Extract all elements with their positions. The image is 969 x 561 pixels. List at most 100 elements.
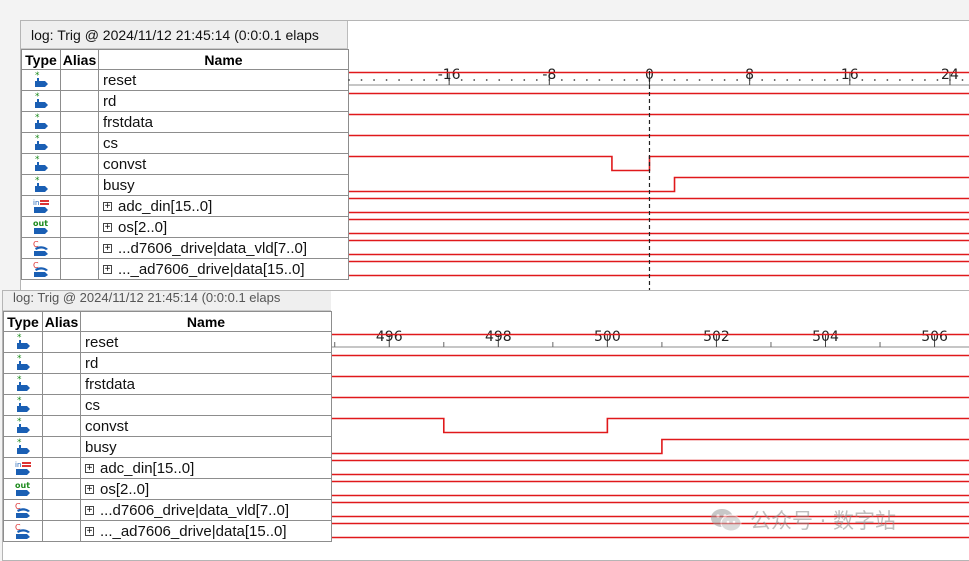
ruler-minor-tick (836, 79, 839, 81)
alias-cell (42, 352, 81, 374)
node-type-cell: * (3, 373, 43, 395)
ruler-minor-tick (898, 79, 901, 81)
signal-waveform (332, 417, 969, 434)
ruler-minor-tick (573, 79, 576, 81)
signal-name-cell[interactable]: rd (98, 90, 349, 112)
expand-bus-icon[interactable]: + (103, 201, 112, 213)
signal-name-cell[interactable]: reset (98, 69, 349, 91)
signal-row[interactable]: * reset (21, 69, 349, 91)
signal-name-cell[interactable]: frstdata (80, 373, 332, 395)
input-pin-icon: * (14, 438, 32, 456)
signal-row[interactable]: * convst (21, 153, 349, 175)
signal-name-cell[interactable]: convst (98, 153, 349, 175)
signal-name: convst (85, 417, 129, 435)
node-type-cell: C (21, 237, 61, 259)
expand-bus-icon[interactable]: + (103, 222, 112, 234)
signal-waveform (349, 176, 969, 193)
signal-name: busy (103, 176, 135, 194)
signal-name-cell[interactable]: cs (98, 132, 349, 154)
ruler-minor-tick (460, 79, 463, 81)
signal-row[interactable]: * frstdata (3, 373, 332, 395)
alias-cell (42, 457, 81, 479)
waveform-display[interactable]: -16-8081624 (348, 49, 969, 297)
time-tick-label: 496 (376, 329, 403, 345)
ruler-minor-tick (473, 79, 476, 81)
node-type-cell: in (3, 457, 43, 479)
signal-row[interactable]: * busy (21, 174, 349, 196)
signal-name-cell[interactable]: cs (80, 394, 332, 416)
signal-row[interactable]: * cs (21, 132, 349, 154)
output-bus-icon: out (32, 218, 50, 236)
signal-row[interactable]: * rd (3, 352, 332, 374)
signal-row[interactable]: * reset (3, 331, 332, 353)
signal-name-cell[interactable]: frstdata (98, 111, 349, 133)
expand-bus-icon[interactable]: + (85, 463, 94, 475)
svg-text:*: * (35, 71, 40, 81)
signal-row[interactable]: C + ...d7606_drive|data_vld[7..0] (3, 499, 332, 521)
alias-cell (42, 373, 81, 395)
signal-name-cell[interactable]: + ..._ad7606_drive|data[15..0] (98, 258, 349, 280)
ruler-minor-tick (498, 79, 501, 81)
alias-column-header[interactable]: Alias (42, 311, 81, 332)
signal-row[interactable]: in + adc_din[15..0] (21, 195, 349, 217)
ruler-minor-tick (598, 79, 601, 81)
ruler-minor-tick (373, 79, 375, 81)
expand-bus-icon[interactable]: + (103, 264, 112, 276)
expand-bus-icon[interactable]: + (85, 484, 94, 496)
signal-waveform (332, 438, 969, 455)
type-column-header[interactable]: Type (3, 311, 43, 332)
name-column-header[interactable]: Name (80, 311, 332, 332)
input-pin-icon: * (14, 417, 32, 435)
node-type-cell: * (3, 394, 43, 416)
signal-row[interactable]: C + ..._ad7606_drive|data[15..0] (21, 258, 349, 280)
signal-row[interactable]: * convst (3, 415, 332, 437)
signal-row[interactable]: * cs (3, 394, 332, 416)
signal-name: ...d7606_drive|data_vld[7..0] (100, 501, 290, 519)
signal-name-cell[interactable]: + ..._ad7606_drive|data[15..0] (80, 520, 332, 542)
type-column-header[interactable]: Type (21, 49, 61, 70)
ruler-minor-tick (385, 79, 388, 81)
signal-name: cs (85, 396, 100, 414)
alias-cell (60, 237, 99, 259)
signal-row[interactable]: * rd (21, 90, 349, 112)
signal-name: ..._ad7606_drive|data[15..0] (118, 260, 305, 278)
signal-name-cell[interactable]: busy (98, 174, 349, 196)
signal-row[interactable]: * busy (3, 436, 332, 458)
signal-name-cell[interactable]: + adc_din[15..0] (80, 457, 332, 479)
ruler-minor-tick (485, 79, 488, 81)
combinational-node-icon: C (14, 501, 32, 519)
signal-row[interactable]: C + ...d7606_drive|data_vld[7..0] (21, 237, 349, 259)
expand-bus-icon[interactable]: + (103, 243, 112, 255)
alias-cell (60, 216, 99, 238)
signal-name: adc_din[15..0] (118, 197, 213, 215)
expand-bus-icon[interactable]: + (85, 505, 94, 517)
signal-name-cell[interactable]: + os[2..0] (98, 216, 349, 238)
signal-name: adc_din[15..0] (100, 459, 195, 477)
alias-cell (60, 174, 99, 196)
alias-cell (42, 520, 81, 542)
name-column-header[interactable]: Name (98, 49, 349, 70)
signal-name-cell[interactable]: + adc_din[15..0] (98, 195, 349, 217)
ruler-minor-tick (623, 79, 626, 81)
signal-row[interactable]: in + adc_din[15..0] (3, 457, 332, 479)
signal-row[interactable]: out + os[2..0] (21, 216, 349, 238)
ruler-minor-tick (786, 79, 789, 81)
svg-text:C: C (15, 502, 21, 511)
signal-name-cell[interactable]: + os[2..0] (80, 478, 332, 500)
signal-name-cell[interactable]: + ...d7606_drive|data_vld[7..0] (98, 237, 349, 259)
waveform-display[interactable]: 496 498 500 502 504 506 (332, 311, 969, 560)
signal-name-cell[interactable]: + ...d7606_drive|data_vld[7..0] (80, 499, 332, 521)
ruler-minor-tick (861, 79, 864, 81)
signal-row[interactable]: out + os[2..0] (3, 478, 332, 500)
input-pin-icon: * (14, 354, 32, 372)
ruler-minor-tick (636, 79, 638, 81)
expand-bus-icon[interactable]: + (85, 526, 94, 538)
signal-name-cell[interactable]: convst (80, 415, 332, 437)
signal-name-cell[interactable]: busy (80, 436, 332, 458)
signal-row[interactable]: * frstdata (21, 111, 349, 133)
signal-name-cell[interactable]: reset (80, 331, 332, 353)
signal-row[interactable]: C + ..._ad7606_drive|data[15..0] (3, 520, 332, 542)
signal-name-cell[interactable]: rd (80, 352, 332, 374)
alias-column-header[interactable]: Alias (60, 49, 99, 70)
signal-name: frstdata (103, 113, 154, 131)
